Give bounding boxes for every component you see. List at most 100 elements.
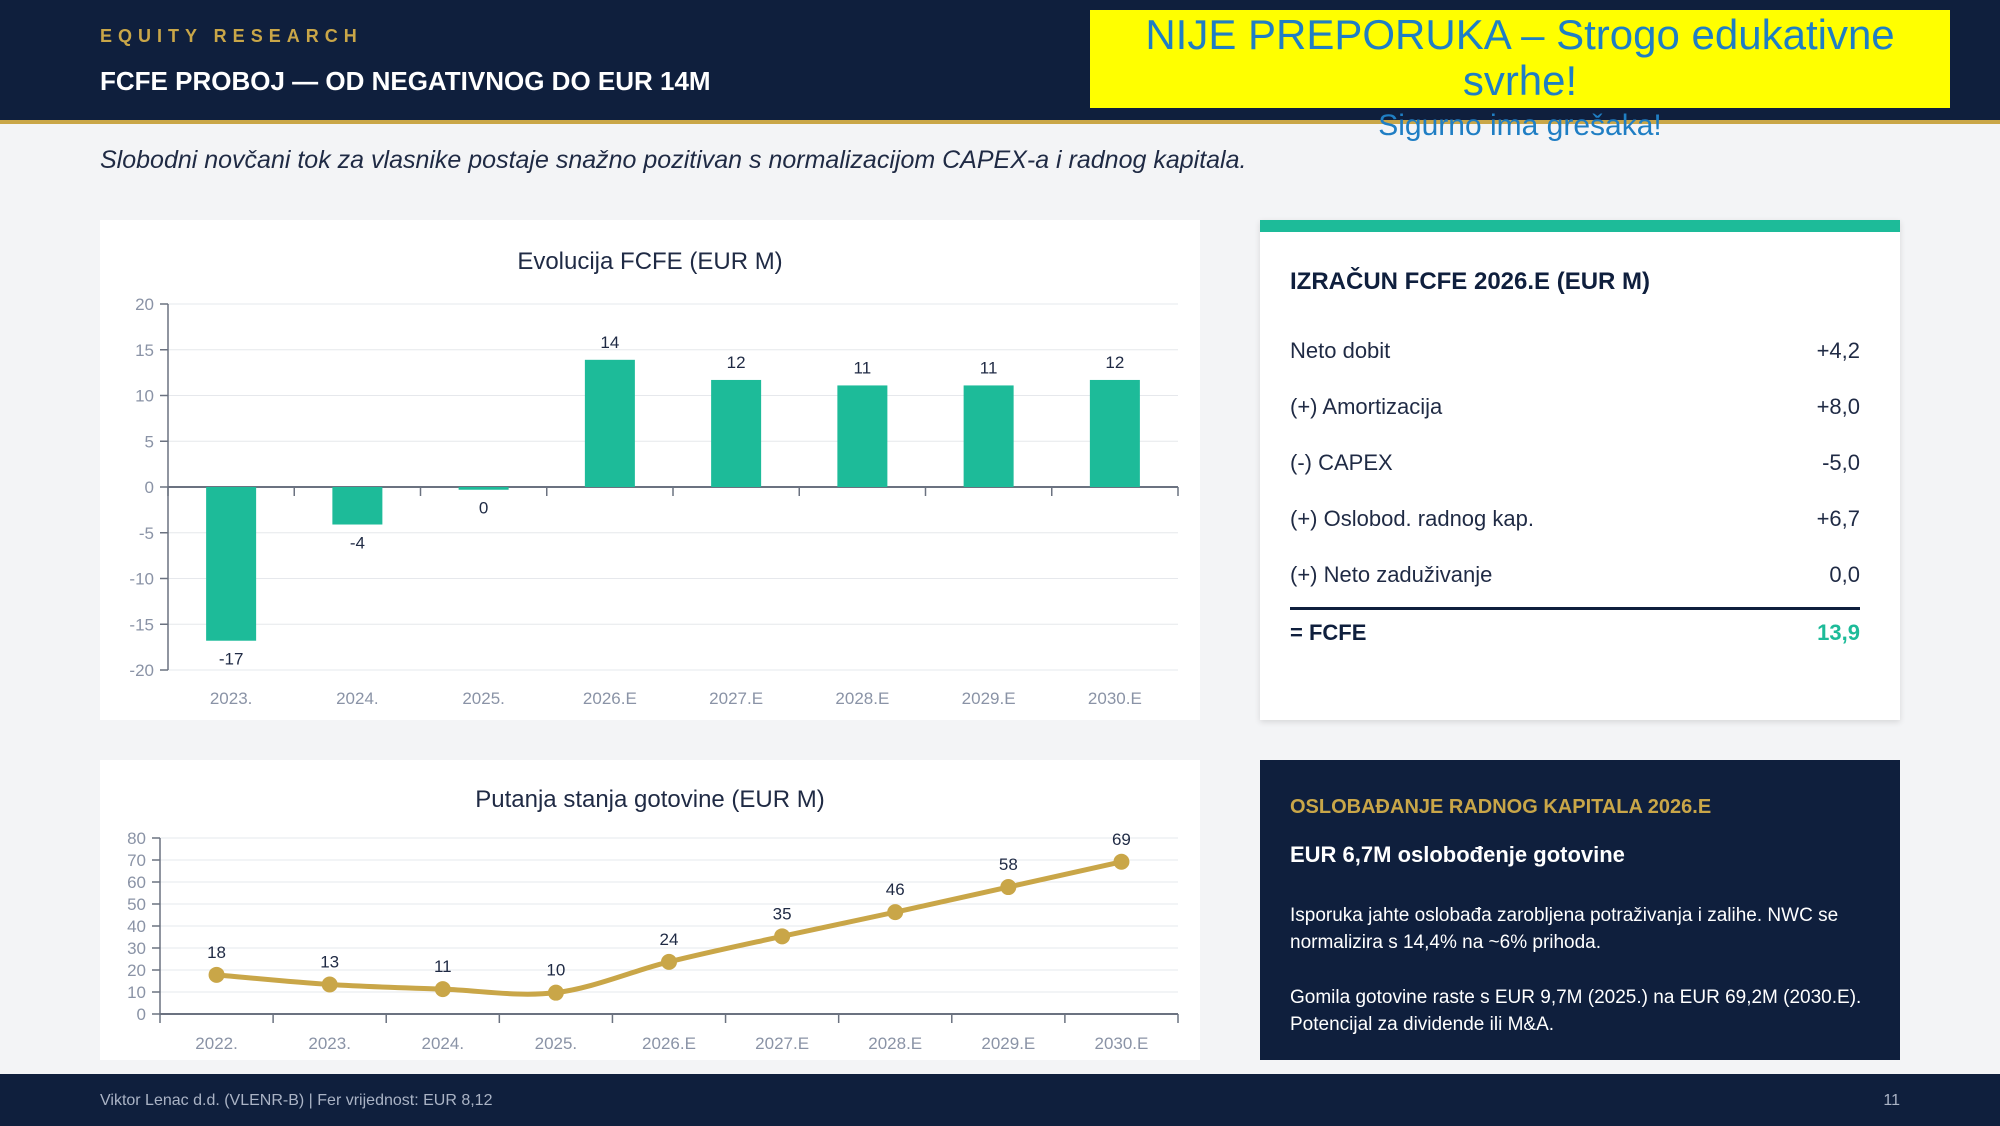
point-data-label: 69 — [1112, 830, 1131, 849]
x-tick-label: 2030.E — [1088, 689, 1142, 708]
y-tick-label: 20 — [127, 961, 146, 980]
x-tick-label: 2029.E — [981, 1034, 1035, 1053]
calc-row-value: +6,7 — [1816, 506, 1860, 531]
bar-data-label: 11 — [980, 358, 998, 377]
fcfe-chart-panel: Evolucija FCFE (EUR M) 20 15 10 5 0 -5 -10 -15 -… — [100, 220, 1200, 720]
y-tick-label: -15 — [129, 615, 154, 634]
x-tick-label: 2028.E — [868, 1034, 922, 1053]
cash-data-point — [1000, 879, 1017, 896]
y-tick-label: 10 — [127, 983, 146, 1002]
calc-total-divider — [1290, 607, 1860, 610]
y-tick-label: -10 — [129, 570, 154, 589]
y-tick-label: 15 — [135, 341, 154, 360]
x-tick-label: 2026.E — [642, 1034, 696, 1053]
fcfe-bar — [1089, 379, 1140, 487]
calc-row-label: (-) CAPEX — [1290, 450, 1393, 475]
calc-row-value: 0,0 — [1829, 562, 1860, 587]
cash-data-point — [208, 966, 225, 983]
calc-row: (+) Oslobod. radnog kap. +6,7 — [1290, 498, 1860, 538]
y-tick-label: 20 — [135, 295, 154, 314]
cash-data-point — [321, 976, 338, 993]
calc-title: IZRAČUN FCFE 2026.E (EUR M) — [1290, 268, 1651, 295]
calc-total-value: 13,9 — [1817, 620, 1860, 645]
point-data-label: 18 — [207, 943, 226, 962]
disclaimer-line-1: NIJE PREPORUKA – Strogo edukativne svrhe… — [1145, 11, 1895, 104]
disclaimer-line-2: Sigurno ima grešaka! — [1378, 109, 1662, 142]
info-title: OSLOBAĐANJE RADNOG KAPITALA 2026.E — [1290, 796, 1712, 818]
y-tick-label: 5 — [145, 432, 154, 451]
bar-data-label: 12 — [727, 353, 746, 372]
y-tick-label: -5 — [139, 524, 154, 543]
calc-row: (-) CAPEX -5,0 — [1290, 442, 1860, 482]
calc-row: (+) Amortizacija +8,0 — [1290, 386, 1860, 426]
fcfe-bar — [332, 487, 383, 525]
working-capital-card: OSLOBAĐANJE RADNOG KAPITALA 2026.E EUR 6… — [1260, 760, 1900, 1060]
calc-row-label: (+) Amortizacija — [1290, 394, 1443, 419]
point-data-label: 10 — [546, 961, 565, 980]
header-gold-rule — [0, 120, 2000, 124]
y-tick-label: 10 — [135, 387, 154, 406]
point-data-label: 11 — [434, 957, 452, 976]
x-tick-label: 2025. — [462, 689, 505, 708]
cash-data-point — [434, 981, 451, 998]
footer-bar: Viktor Lenac d.d. (VLENR-B) | Fer vrijed… — [0, 1074, 2000, 1126]
x-tick-label: 2026.E — [583, 689, 637, 708]
cash-line-chart: 80 70 60 50 40 30 20 10 0 18 2022. 13 2023. 11 2024. 10… — [127, 829, 1179, 1053]
point-data-label: 46 — [886, 880, 905, 899]
y-tick-label: -20 — [129, 661, 154, 680]
calc-accent-bar — [1260, 220, 1900, 232]
fcfe-calc-card: IZRAČUN FCFE 2026.E (EUR M) Neto dobit +… — [1260, 220, 1900, 720]
x-tick-label: 2023. — [210, 689, 253, 708]
y-tick-label: 40 — [127, 917, 146, 936]
calc-total-label: = FCFE — [1290, 620, 1367, 645]
y-tick-label: 70 — [127, 851, 146, 870]
point-data-label: 35 — [773, 904, 792, 923]
point-data-label: 58 — [999, 855, 1018, 874]
x-tick-label: 2030.E — [1094, 1034, 1148, 1053]
y-tick-label: 60 — [127, 873, 146, 892]
x-tick-label: 2028.E — [835, 689, 889, 708]
bar-data-label: 12 — [1105, 353, 1124, 372]
x-tick-label: 2024. — [422, 1034, 465, 1053]
calc-row-label: (+) Neto zaduživanje — [1290, 562, 1493, 587]
fcfe-bar — [584, 359, 635, 487]
calc-row-label: (+) Oslobod. radnog kap. — [1290, 506, 1534, 531]
point-data-label: 13 — [320, 953, 339, 972]
fcfe-bar — [963, 385, 1014, 487]
bar-data-label: 0 — [479, 499, 488, 518]
page-title: FCFE PROBOJ — OD NEGATIVNOG DO EUR 14M — [100, 66, 711, 96]
x-tick-label: 2029.E — [962, 689, 1016, 708]
x-tick-label: 2027.E — [709, 689, 763, 708]
y-tick-label: 30 — [127, 939, 146, 958]
bar-data-label: -17 — [219, 650, 244, 669]
x-tick-label: 2022. — [195, 1034, 238, 1053]
fcfe-chart-title: Evolucija FCFE (EUR M) — [517, 248, 783, 275]
info-paragraph-2: Gomila gotovine raste s EUR 9,7M (2025.)… — [1290, 987, 1862, 1035]
fcfe-bar-chart: 20 15 10 5 0 -5 -10 -15 -20 -17 2023. -4 2024. 0 2025.… — [129, 295, 1179, 708]
cash-data-point — [774, 928, 791, 945]
calc-row-value: +8,0 — [1816, 394, 1860, 419]
info-subtitle: EUR 6,7M oslobođenje gotovine — [1290, 842, 1625, 867]
fcfe-bar — [837, 385, 888, 487]
cash-data-point — [547, 984, 564, 1001]
x-tick-label: 2024. — [336, 689, 379, 708]
cash-data-point — [661, 953, 677, 970]
point-data-label: 24 — [660, 930, 679, 949]
section-kicker: EQUITY RESEARCH — [100, 26, 363, 46]
calc-row: Neto dobit +4,2 — [1290, 330, 1860, 370]
x-tick-label: 2023. — [308, 1034, 351, 1053]
page-number: 11 — [1883, 1092, 1900, 1109]
bar-data-label: 11 — [854, 358, 872, 377]
cash-chart-panel: Putanja stanja gotovine (EUR M) 80 70 60 50… — [100, 760, 1200, 1060]
cash-data-point — [887, 904, 904, 921]
cash-data-point — [1113, 853, 1130, 870]
calc-row-value: +4,2 — [1816, 338, 1860, 363]
y-tick-label: 0 — [145, 478, 154, 497]
calc-row: (+) Neto zaduživanje 0,0 — [1290, 554, 1860, 594]
disclaimer-banner: NIJE PREPORUKA – Strogo edukativne svrhe… — [1090, 10, 1950, 142]
y-tick-label: 0 — [137, 1005, 146, 1024]
calc-total-row: = FCFE 13,9 — [1290, 612, 1860, 652]
fcfe-bar — [458, 487, 509, 490]
calc-row-value: -5,0 — [1822, 450, 1860, 475]
slide-subtitle: Slobodni novčani tok za vlasnike postaje… — [100, 146, 1247, 174]
